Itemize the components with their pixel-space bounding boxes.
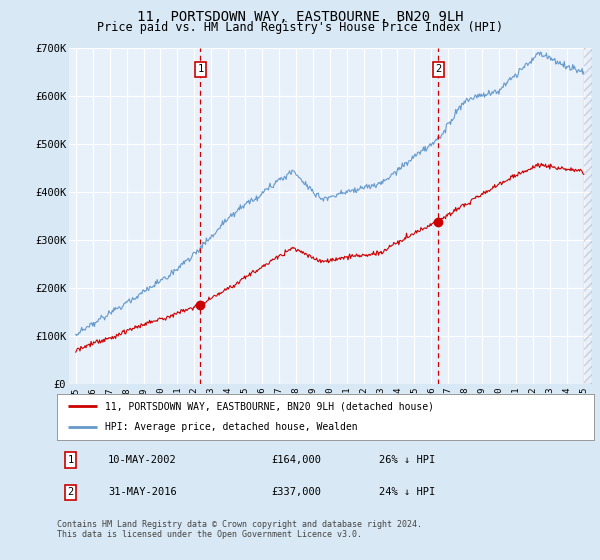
Text: 26% ↓ HPI: 26% ↓ HPI bbox=[379, 455, 436, 465]
Text: 1: 1 bbox=[67, 455, 74, 465]
Text: 24% ↓ HPI: 24% ↓ HPI bbox=[379, 487, 436, 497]
Text: 31-MAY-2016: 31-MAY-2016 bbox=[108, 487, 177, 497]
Text: HPI: Average price, detached house, Wealden: HPI: Average price, detached house, Weal… bbox=[106, 422, 358, 432]
Text: £337,000: £337,000 bbox=[272, 487, 322, 497]
Text: 1: 1 bbox=[197, 64, 203, 74]
Text: 2: 2 bbox=[435, 64, 442, 74]
Text: 10-MAY-2002: 10-MAY-2002 bbox=[108, 455, 177, 465]
Text: Price paid vs. HM Land Registry's House Price Index (HPI): Price paid vs. HM Land Registry's House … bbox=[97, 21, 503, 34]
Text: 11, PORTSDOWN WAY, EASTBOURNE, BN20 9LH: 11, PORTSDOWN WAY, EASTBOURNE, BN20 9LH bbox=[137, 10, 463, 24]
Text: £164,000: £164,000 bbox=[272, 455, 322, 465]
Text: 2: 2 bbox=[67, 487, 74, 497]
Text: 11, PORTSDOWN WAY, EASTBOURNE, BN20 9LH (detached house): 11, PORTSDOWN WAY, EASTBOURNE, BN20 9LH … bbox=[106, 401, 434, 411]
Text: Contains HM Land Registry data © Crown copyright and database right 2024.
This d: Contains HM Land Registry data © Crown c… bbox=[57, 520, 422, 539]
